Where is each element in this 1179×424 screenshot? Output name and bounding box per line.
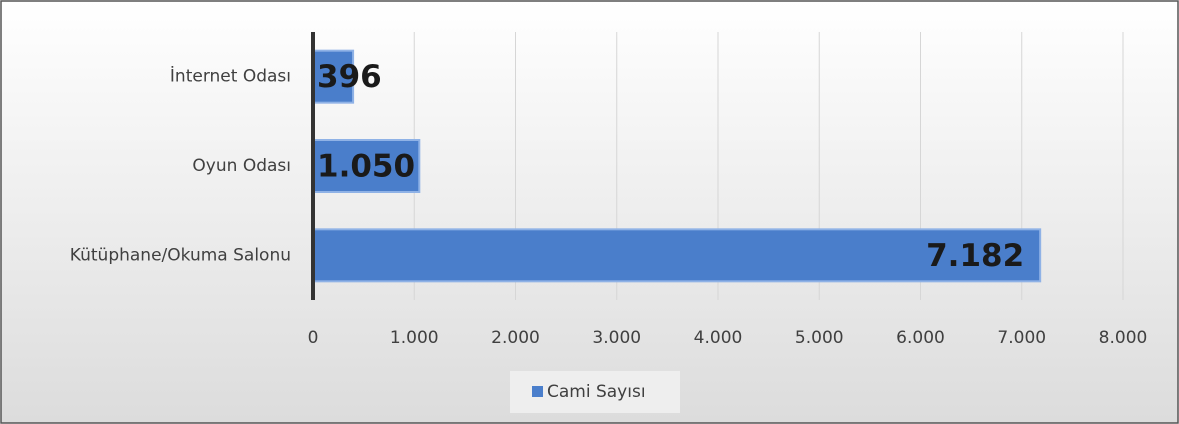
x-tick-label: 3.000: [592, 328, 641, 348]
data-label: 396: [317, 59, 382, 95]
x-tick-label: 2.000: [491, 328, 540, 348]
bar: [312, 228, 1042, 283]
bar: [312, 139, 421, 193]
x-tick-label: 1.000: [390, 328, 439, 348]
x-tick-label: 7.000: [997, 328, 1046, 348]
y-tick-label: Oyun Odası: [192, 156, 291, 176]
bar: [312, 49, 355, 104]
legend-label: Cami Sayısı: [547, 382, 646, 402]
x-tick-label: 0: [308, 328, 319, 348]
x-tick-label: 8.000: [1099, 328, 1148, 348]
x-tick-label: 5.000: [795, 328, 844, 348]
x-tick-label: 6.000: [896, 328, 945, 348]
legend-swatch: [532, 386, 543, 397]
data-label: 7.182: [926, 238, 1024, 274]
data-label: 1.050: [317, 149, 415, 185]
y-tick-label: Kütüphane/Okuma Salonu: [70, 245, 291, 265]
y-tick-label: İnternet Odası: [170, 66, 291, 87]
x-tick-label: 4.000: [694, 328, 743, 348]
